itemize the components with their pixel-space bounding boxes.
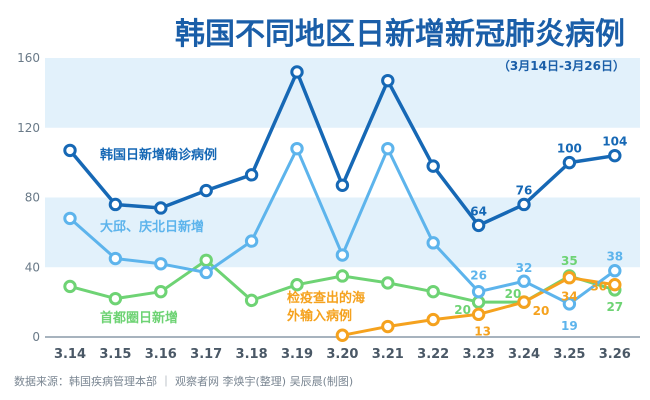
data-label: 64 [470, 204, 487, 218]
data-label: 34 [561, 290, 578, 304]
series-name-label: 首都圈日新增 [100, 310, 178, 326]
data-point [290, 141, 304, 156]
x-tick-label: 3.15 [99, 347, 131, 362]
data-point [562, 155, 577, 170]
data-label: 30 [590, 280, 607, 294]
data-point [335, 248, 350, 262]
data-point [154, 201, 168, 215]
data-point [562, 271, 577, 285]
x-tick-label: 3.18 [236, 347, 268, 362]
y-tick-label: 80 [25, 191, 40, 205]
x-tick-label: 3.25 [553, 347, 585, 362]
x-tick-label: 3.19 [281, 347, 313, 362]
data-point [108, 291, 123, 306]
data-label: 32 [516, 261, 533, 275]
data-point [471, 295, 486, 309]
data-point [335, 269, 350, 283]
x-tick-label: 3.23 [463, 347, 495, 362]
data-label: 26 [470, 269, 487, 283]
data-point [199, 253, 213, 267]
data-label: 13 [474, 324, 491, 338]
data-point [426, 159, 440, 173]
data-point [244, 168, 259, 182]
data-label: 104 [602, 135, 627, 149]
data-point [290, 277, 304, 292]
data-point [608, 277, 622, 292]
x-tick-label: 3.20 [326, 347, 358, 362]
data-label: 20 [454, 303, 471, 317]
data-point [608, 148, 622, 163]
background-band [45, 58, 640, 128]
x-tick-label: 3.22 [417, 347, 449, 362]
data-point [381, 319, 395, 334]
data-point [63, 211, 77, 226]
data-label: 19 [561, 319, 578, 333]
x-axis: 3.14 3.15 3.16 3.17 3.18 3.19 3.20 3.21 3.22 3.23… [54, 347, 631, 362]
data-point [199, 265, 213, 280]
data-label: 38 [606, 250, 623, 264]
data-point [335, 328, 350, 342]
data-point [63, 143, 77, 158]
data-point [63, 279, 77, 294]
x-tick-label: 3.21 [372, 347, 404, 362]
chart-title: 韩国不同地区日新增新冠肺炎病例 [175, 17, 625, 52]
x-tick-label: 3.16 [145, 347, 177, 362]
data-point [562, 297, 577, 311]
data-point [108, 197, 123, 212]
data-point [471, 307, 486, 322]
series-name-label: 韩国日新增确诊病例 [100, 147, 217, 163]
data-point [381, 73, 395, 88]
x-tick-label: 3.14 [54, 347, 86, 362]
y-tick-label: 40 [25, 260, 40, 274]
data-label: 76 [516, 183, 533, 197]
y-tick-label: 120 [17, 121, 40, 135]
x-tick-label: 3.26 [599, 347, 631, 362]
data-point [471, 284, 486, 299]
data-point [517, 295, 531, 309]
data-point [426, 312, 440, 327]
series-name-label: 大邱、庆北日新增 [100, 219, 204, 235]
data-point [426, 236, 440, 250]
data-label: 35 [561, 254, 578, 268]
data-point [471, 218, 486, 233]
data-point [290, 65, 304, 79]
source-note: 数据来源：韩国疾病管理本部 ｜ 观察者网 李焕宇(整理) 吴辰晨(制图) [14, 374, 353, 388]
data-point [244, 234, 259, 248]
data-point [608, 264, 622, 278]
data-label: 100 [557, 142, 582, 156]
data-point [154, 284, 168, 299]
data-label: 20 [533, 304, 550, 318]
data-point [154, 257, 168, 271]
data-label: 27 [606, 300, 623, 314]
data-point [244, 293, 259, 308]
data-point [426, 284, 440, 299]
data-point [517, 197, 531, 212]
data-point [335, 178, 350, 192]
data-label: 20 [505, 287, 522, 301]
data-point [381, 276, 395, 290]
chart-subtitle: （3月14日-3月26日） [498, 58, 625, 73]
x-tick-label: 3.17 [190, 347, 222, 362]
data-point [517, 274, 531, 288]
data-point [108, 251, 123, 266]
data-point [199, 183, 213, 198]
y-tick-label: 160 [17, 51, 40, 65]
series-name-label: 外输入病例 [286, 308, 352, 324]
series-name-label: 检疫查出的海 [287, 290, 365, 306]
x-tick-label: 3.24 [508, 347, 540, 362]
y-tick-label: 0 [32, 330, 40, 344]
data-point [381, 141, 395, 156]
background-bands [45, 58, 640, 268]
